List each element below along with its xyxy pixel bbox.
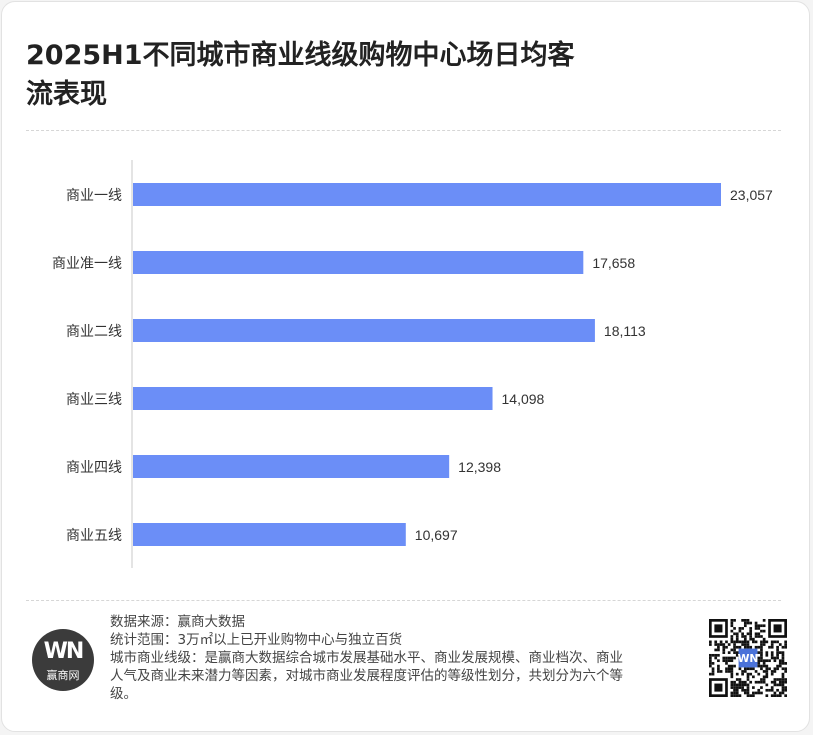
qr-code-icon: WN (709, 619, 787, 697)
category-label-2: 商业二线 (66, 324, 122, 340)
value-label-2: 18,113 (604, 323, 646, 339)
category-label-5: 商业五线 (66, 528, 122, 544)
tier-definition-note: 城市商业线级：是赢商大数据综合城市发展基础水平、商业发展规模、商业档次、商业人气… (110, 650, 623, 702)
title-divider (26, 130, 781, 131)
data-scope-note: 统计范围：3万㎡以上已开业购物中心与独立百货 (110, 632, 403, 648)
value-label-0: 23,057 (730, 187, 773, 203)
bar-4 (133, 455, 450, 478)
bar-1 (133, 251, 584, 274)
brand-logo: WN 赢商网 (32, 629, 94, 691)
category-label-0: 商业一线 (66, 188, 122, 204)
brand-logo-mark: WN (43, 639, 85, 664)
value-label-1: 17,658 (592, 255, 635, 271)
chart-title: 2025H1不同城市商业线级购物中心场日均客流表现 (26, 40, 575, 110)
bar-chart: 商业一线 23,057 商业准一线 17,658 商业二线 18,113 商业三线 14,09… (52, 160, 773, 568)
category-label-4: 商业四线 (66, 460, 122, 476)
value-label-4: 12,398 (458, 459, 501, 475)
qr-center-badge (738, 648, 758, 668)
bar-5 (133, 523, 406, 546)
brand-logo-name: 赢商网 (46, 669, 80, 682)
bar-2 (133, 319, 595, 342)
bar-0 (133, 183, 721, 206)
value-label-3: 14,098 (502, 391, 545, 407)
value-label-5: 10,697 (415, 527, 458, 543)
qr-center-mark: WN (738, 652, 759, 665)
data-source-note: 数据来源：赢商大数据 (110, 614, 245, 630)
bar-3 (133, 387, 493, 410)
category-label-1: 商业准一线 (52, 256, 122, 272)
chart-footnotes: 数据来源：赢商大数据 统计范围：3万㎡以上已开业购物中心与独立百货 城市商业线级… (110, 613, 630, 703)
category-label-3: 商业三线 (66, 392, 122, 408)
footer-divider (26, 600, 781, 601)
